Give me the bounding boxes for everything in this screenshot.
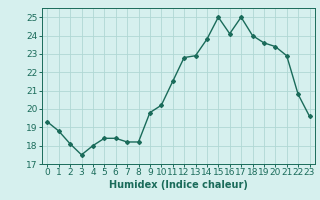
- X-axis label: Humidex (Indice chaleur): Humidex (Indice chaleur): [109, 180, 248, 190]
